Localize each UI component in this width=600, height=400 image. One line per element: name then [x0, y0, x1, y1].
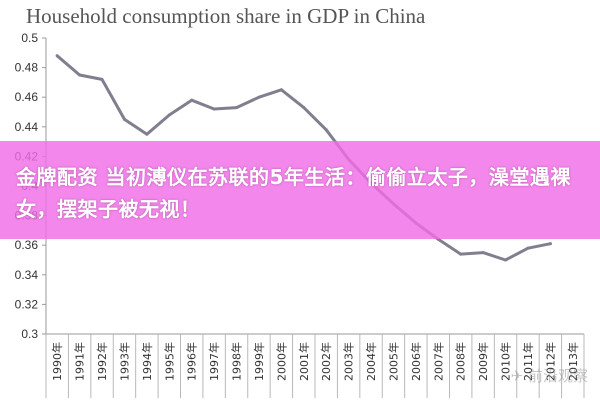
data-point [235, 106, 239, 110]
y-tick-label: 0.34 [15, 268, 39, 282]
x-tick-label: 2012年 [543, 342, 557, 381]
overlay-banner[interactable]: 金牌配资 当初溥仪在苏联的5年生活：偷偷立太子，澡堂遇裸女，摆架子被无视！ [0, 141, 600, 239]
x-tick-label: 1994年 [140, 342, 154, 381]
x-tick-label: 1992年 [95, 342, 109, 381]
x-tick-label: 2007年 [431, 342, 445, 381]
x-tick-label: 2002年 [319, 342, 333, 381]
x-tick-label: 2004年 [364, 342, 378, 381]
data-point [78, 73, 82, 77]
data-point [212, 107, 216, 111]
x-tick-label: 1998年 [230, 342, 244, 381]
data-point [504, 258, 508, 262]
x-tick-label: 1996年 [185, 342, 199, 381]
data-point [548, 242, 552, 246]
chart-title: Household consumption share in GDP in Ch… [26, 4, 426, 28]
x-tick-label: 1990年 [50, 342, 64, 381]
x-tick-label: 1995年 [162, 342, 176, 381]
data-point [190, 98, 194, 102]
data-point [459, 252, 463, 256]
y-tick-label: 0.36 [15, 238, 39, 252]
x-tick-label: 2010年 [499, 342, 513, 381]
y-tick-label: 0.5 [21, 31, 38, 45]
x-tick-label: 2003年 [342, 342, 356, 381]
data-point [100, 77, 104, 81]
y-tick-label: 0.48 [15, 61, 39, 75]
data-point [526, 246, 530, 250]
y-tick-label: 0.3 [21, 327, 38, 341]
y-tick-label: 0.32 [15, 297, 39, 311]
x-tick-label: 2009年 [476, 342, 490, 381]
x-tick-label: 2005年 [386, 342, 400, 381]
banner-text[interactable]: 金牌配资 当初溥仪在苏联的5年生活：偷偷立太子，澡堂遇裸女，摆架子被无视！ [16, 165, 571, 221]
x-tick-label: 2011年 [521, 342, 535, 381]
data-point [145, 132, 149, 136]
x-tick-label: 2006年 [409, 342, 423, 381]
x-tick-label: 2013年 [566, 342, 580, 381]
watermark: ✈ 前沿观察 [510, 367, 588, 385]
x-tick-label: 1993年 [117, 342, 131, 381]
y-tick-label: 0.44 [15, 120, 39, 134]
data-point [324, 128, 328, 132]
x-axis: 1990年 1991年 1992年 1993年 1994年 1995年 1996年 1997年… [45, 333, 585, 398]
data-point [55, 54, 59, 58]
data-point [122, 117, 126, 121]
data-point [279, 88, 283, 92]
y-tick-label: 0.46 [15, 90, 39, 104]
x-tick-label: 1997年 [207, 342, 221, 381]
x-tick-label: 2008年 [454, 342, 468, 381]
data-point [302, 106, 306, 110]
data-point [481, 251, 485, 255]
x-tick-label: 2000年 [274, 342, 288, 381]
x-tick-label: 1999年 [252, 342, 266, 381]
data-point [257, 95, 261, 99]
x-tick-label: 2001年 [297, 342, 311, 381]
data-point [167, 113, 171, 117]
x-tick-label: 1991年 [73, 342, 87, 381]
